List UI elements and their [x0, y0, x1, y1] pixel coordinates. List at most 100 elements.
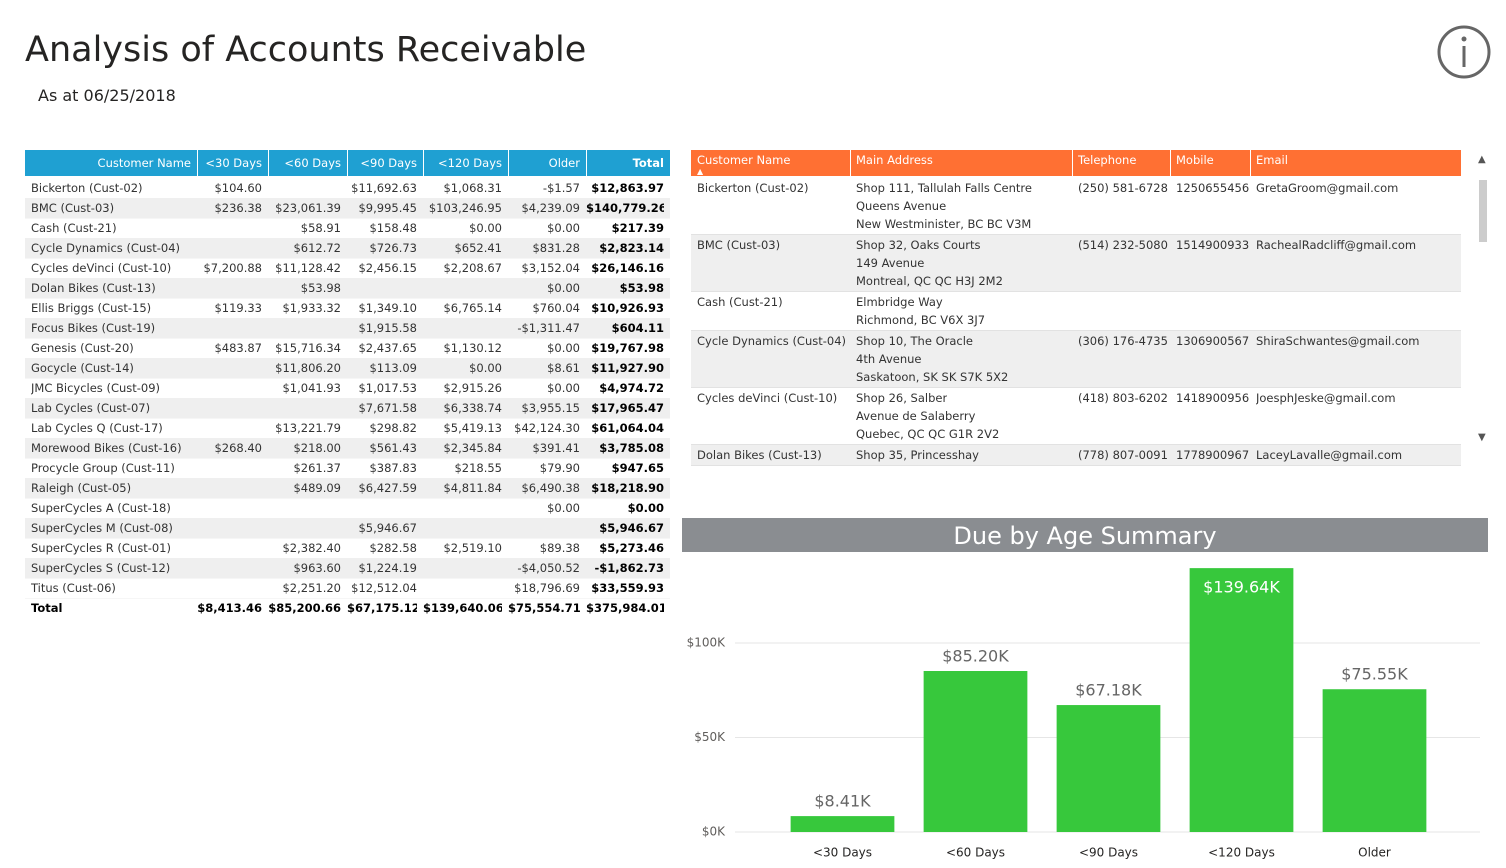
amount-cell: $33,559.93 — [591, 581, 664, 595]
telephone: (306) 176-4735 — [1078, 334, 1168, 348]
x-tick-label: <30 Days — [813, 846, 872, 860]
telephone: (514) 232-5080 — [1078, 238, 1168, 252]
amount-cell: $2,208.67 — [443, 261, 502, 275]
amount-cell: $1,017.53 — [358, 381, 417, 395]
email: ShiraSchwantes@gmail.com — [1256, 334, 1420, 348]
address-line: Shop 26, Salber — [856, 391, 948, 405]
x-tick-label: <60 Days — [946, 846, 1005, 860]
column-header: <30 Days — [205, 156, 262, 170]
column-header: Older — [548, 156, 580, 170]
amount-cell: $1,130.12 — [443, 341, 502, 355]
row-band — [25, 318, 670, 338]
amount-cell: $58.91 — [300, 221, 341, 235]
bar — [790, 816, 895, 832]
address-line: Shop 32, Oaks Courts — [856, 238, 981, 252]
address-line: Richmond, BC V6X 3J7 — [856, 313, 986, 327]
amount-cell: $2,519.10 — [443, 541, 502, 555]
column-divider — [1072, 150, 1073, 176]
row-band — [25, 398, 670, 418]
amount-cell: $42,124.30 — [514, 421, 580, 435]
column-divider — [508, 150, 509, 176]
amount-cell: $2,382.40 — [282, 541, 341, 555]
page-subtitle: As at 06/25/2018 — [38, 86, 176, 105]
row-band — [25, 518, 670, 538]
address-line: Quebec, QC QC G1R 2V2 — [856, 427, 1000, 441]
customer-name: Focus Bikes (Cust-19) — [31, 321, 156, 335]
row-divider — [25, 338, 670, 339]
column-header: Main Address — [856, 153, 933, 167]
amount-cell: $1,041.93 — [282, 381, 341, 395]
address-line: Elmbridge Way — [856, 295, 943, 309]
row-divider — [691, 387, 1461, 388]
column-divider — [586, 150, 587, 176]
telephone: (778) 807-0091 — [1078, 448, 1168, 462]
amount-cell: $53.98 — [300, 281, 341, 295]
total-cell: $139,640.06 — [423, 601, 502, 615]
total-cell: $85,200.66 — [268, 601, 341, 615]
row-band — [25, 278, 670, 298]
customer-name: BMC (Cust-03) — [31, 201, 115, 215]
amount-cell: $11,128.42 — [275, 261, 341, 275]
amount-cell: $2,456.15 — [358, 261, 417, 275]
amount-cell: $2,823.14 — [599, 241, 664, 255]
amount-cell: $15,716.34 — [275, 341, 341, 355]
amount-cell: $158.48 — [369, 221, 417, 235]
bar — [1322, 689, 1427, 832]
amount-cell: -$1,862.73 — [594, 561, 664, 575]
amount-cell: $1,915.58 — [358, 321, 417, 335]
amount-cell: $5,946.67 — [599, 521, 664, 535]
column-header: <120 Days — [438, 156, 502, 170]
row-divider — [25, 458, 670, 459]
amount-cell: $7,200.88 — [203, 261, 262, 275]
amount-cell: $3,955.15 — [521, 401, 580, 415]
y-tick-label: $50K — [694, 730, 726, 744]
x-tick-label: <120 Days — [1208, 846, 1275, 860]
amount-cell: $652.41 — [454, 241, 502, 255]
row-divider — [691, 291, 1461, 292]
customer-name: Cycles deVinci (Cust-10) — [697, 391, 838, 405]
customer-name: JMC Bicycles (Cust-09) — [31, 381, 161, 395]
row-band — [691, 235, 1461, 292]
ar-table: Customer Name <30 Days <60 Days <90 Days <12… — [25, 150, 670, 620]
address-line: Shop 35, Princesshay — [856, 448, 979, 462]
data-label: $67.18K — [1075, 681, 1142, 700]
customer-name: Cash (Cust-21) — [31, 221, 117, 235]
address-line: 149 Avenue — [856, 256, 925, 270]
amount-cell: $2,915.26 — [443, 381, 502, 395]
amount-cell: $5,946.67 — [358, 521, 417, 535]
amount-cell: $282.58 — [369, 541, 417, 555]
column-divider — [1170, 150, 1171, 176]
amount-cell: $1,068.31 — [443, 181, 502, 195]
column-header: Telephone — [1078, 153, 1137, 167]
amount-cell: $1,933.32 — [282, 301, 341, 315]
amount-cell: $483.87 — [214, 341, 262, 355]
customer-name: Titus (Cust-06) — [31, 581, 116, 595]
amount-cell: $831.28 — [532, 241, 580, 255]
row-band — [25, 478, 670, 498]
amount-cell: $104.60 — [214, 181, 262, 195]
x-tick-label: Older — [1358, 846, 1391, 860]
row-band — [25, 238, 670, 258]
amount-cell: $3,785.08 — [599, 441, 664, 455]
amount-cell: $26,146.16 — [591, 261, 664, 275]
scrollbar[interactable]: ▲ ▼ — [1478, 154, 1487, 443]
row-divider — [25, 258, 670, 259]
customer-name: Procycle Group (Cust-11) — [31, 461, 175, 475]
amount-cell: $298.82 — [369, 421, 417, 435]
row-divider — [25, 378, 670, 379]
email: LaceyLavalle@gmail.com — [1256, 448, 1403, 462]
amount-cell: $140,779.26 — [586, 201, 664, 215]
info-icon[interactable] — [1436, 25, 1492, 81]
amount-cell: $0.00 — [547, 381, 580, 395]
amount-cell: $4,811.84 — [443, 481, 502, 495]
customer-name: SuperCycles M (Cust-08) — [31, 521, 173, 535]
sort-indicator: ▲ — [697, 167, 704, 176]
x-tick-label: <90 Days — [1079, 846, 1138, 860]
customer-name: Genesis (Cust-20) — [31, 341, 134, 355]
amount-cell: $391.41 — [532, 441, 580, 455]
row-divider — [25, 498, 670, 499]
amount-cell: $2,345.84 — [443, 441, 502, 455]
total-cell: $67,175.12 — [347, 601, 417, 615]
